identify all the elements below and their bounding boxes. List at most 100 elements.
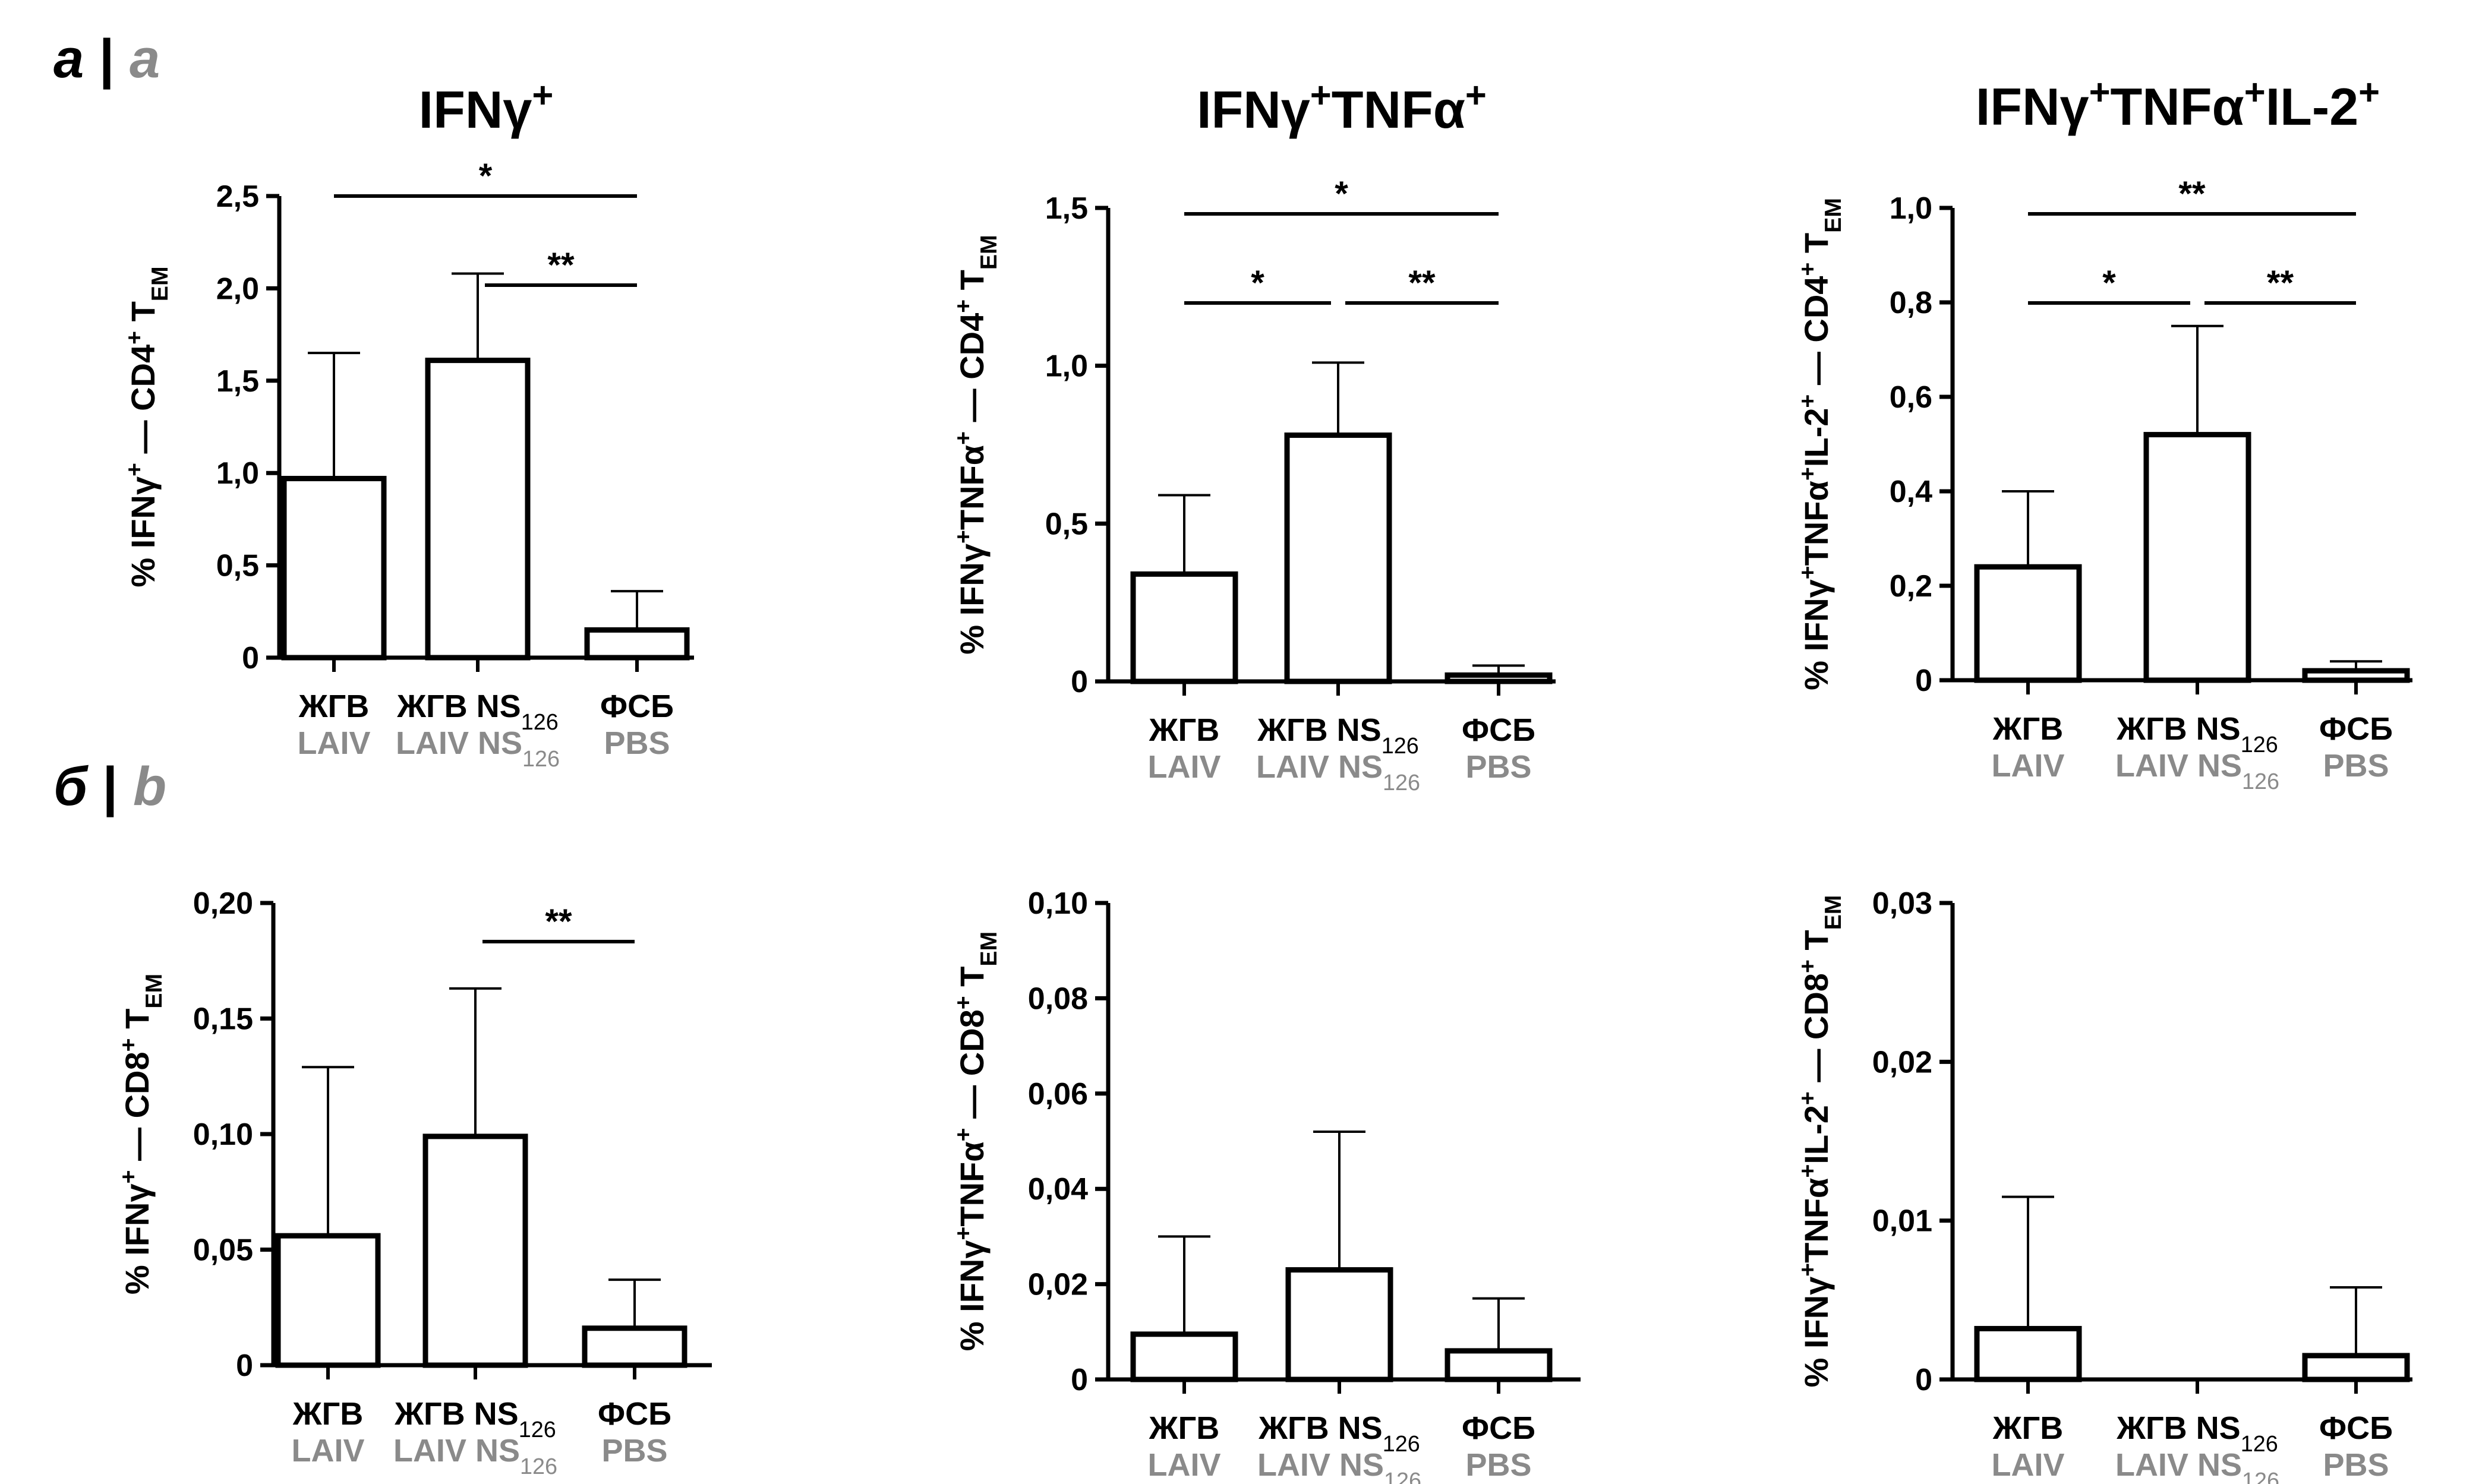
bar bbox=[281, 476, 387, 661]
category-label-en: PBS bbox=[1465, 749, 1531, 785]
y-axis-label: % IFNγ+ — CD4+ TEM bbox=[122, 266, 173, 587]
category-label: ЖГВ bbox=[1992, 1410, 2063, 1446]
category-label-en: LAIV NS126 bbox=[1257, 1447, 1421, 1484]
y-tick-label: 0,01 bbox=[1872, 1204, 1932, 1239]
category-label: ЖГВ bbox=[1149, 1410, 1219, 1446]
bar bbox=[1285, 1267, 1393, 1382]
category-label-en: LAIV bbox=[291, 1433, 364, 1469]
chart-panel-6: % IFNγ+TNFα+IL-2+ — CD8+ TEM 0 0,01 0,02 0,0… bbox=[1795, 886, 2412, 1484]
y-tick-label: 0,08 bbox=[1028, 981, 1088, 1016]
significance-label: ** bbox=[1408, 264, 1436, 302]
y-tick-label: 0 bbox=[1071, 665, 1088, 699]
y-tick-label: 0,2 bbox=[1890, 569, 1932, 604]
significance-label: ** bbox=[545, 902, 572, 941]
chart-panel-2: IFNγ+TNFα+ % IFNγ+TNFα+ — CD4+ TEM 0 0,5 1,0… bbox=[951, 75, 1556, 795]
significance-label: ** bbox=[2267, 264, 2294, 302]
category-label: ФСБ bbox=[2319, 1410, 2393, 1446]
y-tick-label: 0,02 bbox=[1872, 1045, 1932, 1079]
chart-panel-4: % IFNγ+ — CD8+ TEM00,050,100,150,20ЖГВLA… bbox=[116, 886, 712, 1479]
bar bbox=[584, 627, 690, 661]
category-label: ЖГВ bbox=[292, 1396, 363, 1432]
category-label: ФСБ bbox=[600, 689, 674, 724]
significance-label: * bbox=[479, 157, 493, 195]
category-label-en: LAIV bbox=[1991, 748, 2064, 784]
bar bbox=[1284, 432, 1392, 684]
y-tick-label: 0,04 bbox=[1028, 1172, 1088, 1207]
category-label: ЖГВ bbox=[1992, 711, 2063, 747]
bar bbox=[275, 1233, 381, 1368]
y-tick-label: 0,20 bbox=[193, 886, 253, 921]
bar bbox=[1130, 571, 1238, 684]
category-label: ФСБ bbox=[2319, 711, 2393, 747]
y-tick-label: 0 bbox=[242, 641, 259, 675]
chart-title: IFNγ+TNFα+ bbox=[1197, 75, 1487, 140]
category-label: ЖГВ NS126 bbox=[1258, 1410, 1420, 1457]
y-tick-label: 0,02 bbox=[1028, 1268, 1088, 1302]
category-label-en: PBS bbox=[2323, 1447, 2389, 1483]
category-label: ЖГВ NS126 bbox=[2116, 1410, 2278, 1457]
y-tick-label: 0,10 bbox=[193, 1117, 253, 1152]
category-label: ФСБ bbox=[1462, 1410, 1535, 1446]
panel-label: б | b bbox=[53, 756, 166, 817]
chart-panel-3: IFNγ+TNFα+IL-2+ % IFNγ+TNFα+IL-2+ — CD4+ … bbox=[1795, 72, 2412, 794]
chart-title: IFNγ+TNFα+IL-2+ bbox=[1976, 72, 2380, 137]
category-label: ЖГВ NS126 bbox=[2116, 711, 2278, 757]
y-tick-label: 0,5 bbox=[216, 549, 259, 583]
y-axis-label: % IFNγ+TNFα+ — CD8+ TEM bbox=[951, 932, 1002, 1351]
bar bbox=[2302, 668, 2410, 683]
category-label-en: PBS bbox=[601, 1433, 667, 1469]
category-label-en: LAIV NS126 bbox=[393, 1433, 557, 1479]
y-axis-label: % IFNγ+TNFα+IL-2+ — CD8+ TEM bbox=[1795, 895, 1846, 1388]
y-tick-label: 1,0 bbox=[216, 456, 259, 491]
y-tick-label: 0,10 bbox=[1028, 886, 1088, 921]
y-tick-label: 0 bbox=[1915, 1363, 1932, 1397]
significance-label: * bbox=[1335, 175, 1348, 213]
y-axis-label: % IFNγ+TNFα+ — CD4+ TEM bbox=[951, 235, 1002, 654]
y-tick-label: 0 bbox=[1915, 664, 1932, 698]
category-label-en: LAIV bbox=[1991, 1447, 2064, 1483]
category-label: ЖГВ bbox=[1149, 712, 1219, 748]
bar bbox=[422, 1133, 528, 1368]
chart-panel-1: IFNγ+ % IFNγ+ — CD4+ TEM 0 0,5 1,0 1,5 2,0 2,5 Ж… bbox=[122, 75, 694, 772]
category-label-en: LAIV bbox=[1147, 1447, 1220, 1483]
y-tick-label: 0,15 bbox=[193, 1002, 253, 1037]
bar bbox=[582, 1325, 687, 1368]
panel-label: а | a bbox=[53, 29, 160, 90]
bar bbox=[2302, 1353, 2410, 1382]
category-label-en: LAIV NS126 bbox=[1256, 749, 1420, 795]
y-axis-label: % IFNγ+TNFα+IL-2+ — CD4+ TEM bbox=[1795, 198, 1846, 690]
category-label-en: LAIV NS126 bbox=[2115, 1447, 2279, 1484]
y-tick-label: 0 bbox=[236, 1349, 253, 1383]
category-label-en: PBS bbox=[2323, 748, 2389, 784]
y-tick-label: 0,5 bbox=[1045, 507, 1088, 541]
category-label-en: LAIV bbox=[297, 725, 370, 761]
y-tick-label: 0,05 bbox=[193, 1233, 253, 1268]
chart-title: IFNγ+ bbox=[419, 75, 554, 140]
y-axis-label: % IFNγ+ — CD8+ TEM bbox=[116, 974, 167, 1294]
significance-label: ** bbox=[2178, 175, 2206, 213]
category-label: ФСБ bbox=[1462, 712, 1535, 748]
y-tick-label: 0,4 bbox=[1890, 475, 1932, 509]
bar bbox=[1974, 1325, 2082, 1382]
bar bbox=[1974, 564, 2082, 683]
category-label: ЖГВ bbox=[298, 689, 369, 724]
chart-panel-5: % IFNγ+TNFα+ — CD8+ TEM 0 0,02 0,04 0,06 0,08… bbox=[951, 886, 1581, 1484]
y-tick-label: 0 bbox=[1071, 1363, 1088, 1397]
category-label: ЖГВ NS126 bbox=[1257, 712, 1419, 759]
y-tick-label: 1,0 bbox=[1890, 191, 1932, 226]
category-label: ЖГВ NS126 bbox=[396, 689, 559, 735]
category-label-en: PBS bbox=[604, 725, 670, 761]
y-tick-label: 2,0 bbox=[216, 271, 259, 306]
category-label-en: LAIV bbox=[1147, 749, 1220, 785]
y-tick-label: 1,0 bbox=[1045, 349, 1088, 384]
category-label: ФСБ bbox=[598, 1396, 671, 1432]
category-label-en: PBS bbox=[1465, 1447, 1531, 1483]
bar bbox=[1444, 1348, 1553, 1382]
significance-label: ** bbox=[547, 246, 575, 285]
y-tick-label: 0,03 bbox=[1872, 886, 1932, 921]
bar bbox=[2143, 432, 2251, 683]
bar bbox=[1444, 672, 1553, 684]
y-tick-label: 2,5 bbox=[216, 179, 259, 214]
y-tick-label: 0,6 bbox=[1890, 380, 1932, 415]
